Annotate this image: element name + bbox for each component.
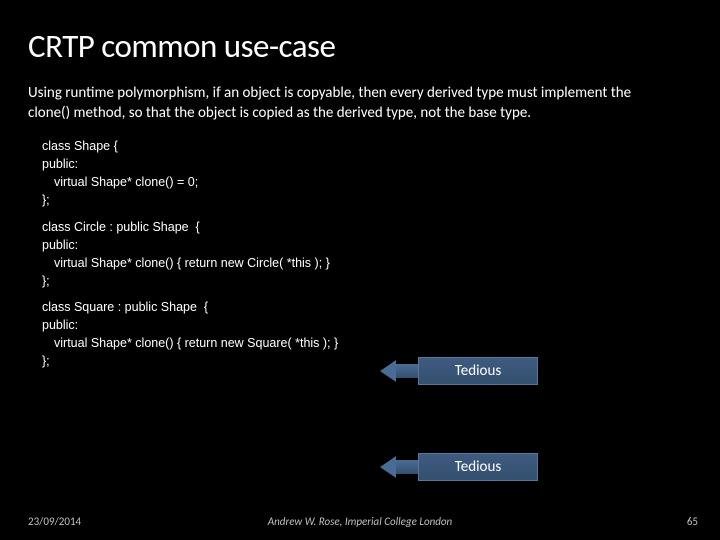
- code-line: virtual Shape* clone() = 0;: [42, 173, 720, 191]
- code-line: public:: [42, 236, 720, 254]
- footer-page: 65: [687, 515, 698, 528]
- code-line: virtual Shape* clone() { return new Circ…: [42, 254, 720, 272]
- code-block: class Shape { public: virtual Shape* clo…: [42, 137, 720, 371]
- slide-title: CRTP common use-case: [0, 0, 720, 66]
- callout-box: Tedious: [418, 453, 538, 481]
- callout-tedious-1: Tedious: [380, 357, 538, 385]
- code-line: class Shape {: [42, 137, 720, 155]
- footer-date: 23/09/2014: [28, 515, 81, 528]
- callout-tedious-2: Tedious: [380, 453, 538, 481]
- footer-author: Andrew W. Rose, Imperial College London: [268, 515, 452, 528]
- code-line: public:: [42, 316, 720, 334]
- code-line: class Square : public Shape {: [42, 298, 720, 316]
- code-line: class Circle : public Shape {: [42, 218, 720, 236]
- arrow-stem: [396, 364, 418, 378]
- code-line: };: [42, 272, 720, 290]
- arrow-stem: [396, 460, 418, 474]
- code-line: };: [42, 191, 720, 209]
- code-line: virtual Shape* clone() { return new Squa…: [42, 334, 720, 352]
- body-paragraph: Using runtime polymorphism, if an object…: [0, 66, 720, 123]
- arrow-left-icon: [380, 360, 396, 382]
- arrow-left-icon: [380, 456, 396, 478]
- callout-box: Tedious: [418, 357, 538, 385]
- code-line: public:: [42, 155, 720, 173]
